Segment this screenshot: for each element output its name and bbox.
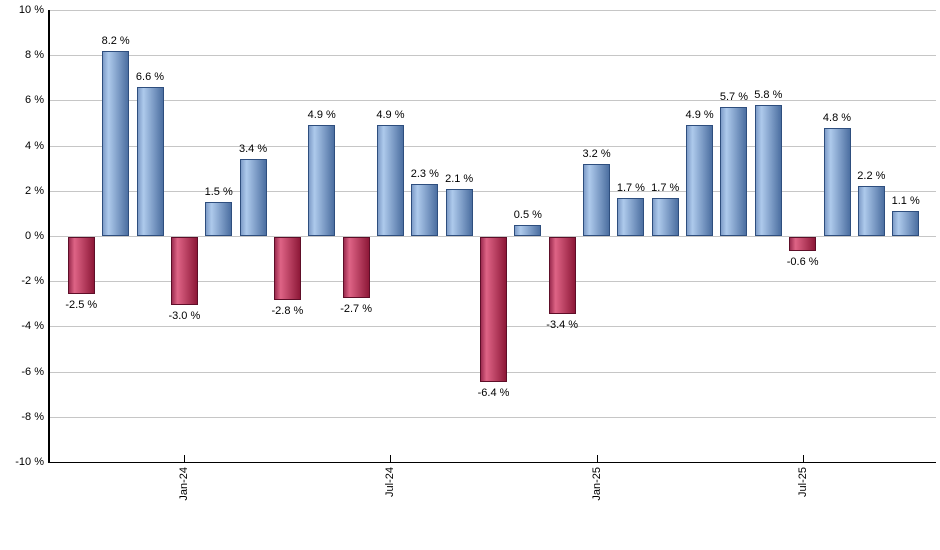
bar-value-label-Oct-24: -6.4 %	[477, 386, 510, 399]
y-axis-tick-label: 10 %	[18, 4, 44, 16]
bar-Oct-24[interactable]	[480, 237, 507, 382]
bar-Jul-25[interactable]	[789, 237, 817, 251]
bar-value-label-Apr-25: 4.9 %	[685, 109, 714, 122]
y-axis-tick-label: 8 %	[25, 49, 44, 62]
bar-Sep-25[interactable]	[857, 186, 885, 236]
bar-value-label-Dec-24: -3.4 %	[546, 318, 579, 331]
y-axis-tick-label: 6 %	[25, 94, 44, 107]
bar-Jun-25[interactable]	[754, 104, 782, 236]
bar-Dec-23[interactable]	[136, 86, 164, 236]
bar-Feb-25[interactable]	[617, 197, 645, 236]
bar-Mar-24[interactable]	[239, 159, 267, 236]
bar-Aug-24[interactable]	[411, 184, 439, 236]
x-axis-tick	[802, 455, 804, 462]
bar-Aug-25[interactable]	[823, 127, 851, 236]
y-axis-tick-label: 4 %	[25, 139, 44, 152]
x-axis-tick-label-Jan-25: Jan-25	[590, 467, 603, 501]
y-axis-tick-label: -4 %	[21, 320, 44, 333]
x-axis-line	[48, 462, 936, 463]
bar-value-label-Jul-25: -0.6 %	[786, 255, 819, 268]
bar-Apr-25[interactable]	[686, 125, 714, 236]
bar-Feb-24[interactable]	[205, 202, 233, 236]
bar-Nov-23[interactable]	[102, 50, 130, 236]
bar-value-label-Nov-23: 8.2 %	[101, 34, 130, 47]
x-axis-tick-label-Jan-24: Jan-24	[178, 467, 191, 501]
bar-Mar-25[interactable]	[651, 197, 679, 236]
y-axis-line	[48, 10, 50, 462]
bar-Sep-24[interactable]	[445, 188, 473, 236]
bar-value-label-Aug-25: 4.8 %	[822, 111, 852, 124]
bar-value-label-Sep-24: 2.1 %	[445, 172, 474, 185]
bar-value-label-Oct-25: 1.1 %	[891, 195, 920, 208]
bar-value-label-Jan-24: -3.0 %	[168, 309, 201, 322]
bar-value-label-Sep-25: 2.2 %	[857, 170, 886, 183]
bar-value-label-Mar-25: 1.7 %	[651, 181, 680, 194]
bar-value-label-Jun-24: -2.7 %	[340, 303, 372, 316]
y-axis-tick-label: 0 %	[25, 230, 44, 242]
bar-value-label-Jun-25: 5.8 %	[754, 88, 783, 101]
bar-Jan-25[interactable]	[583, 163, 611, 236]
bar-value-label-Dec-23: 6.6 %	[135, 70, 165, 83]
bar-Apr-24[interactable]	[273, 237, 301, 301]
x-axis-tick	[596, 455, 598, 462]
gridline-y-2	[49, 190, 936, 192]
bar-Dec-24[interactable]	[548, 237, 576, 314]
bar-value-label-May-25: 5.7 %	[719, 91, 749, 104]
y-axis-tick-label: -8 %	[21, 410, 44, 423]
bar-Oct-25[interactable]	[892, 211, 920, 236]
y-axis-tick-label: -10 %	[15, 456, 44, 468]
bar-May-25[interactable]	[720, 107, 748, 236]
y-axis-tick-label: -2 %	[21, 275, 44, 288]
bar-value-label-Feb-25: 1.7 %	[616, 181, 645, 194]
bar-Nov-24[interactable]	[514, 224, 542, 236]
bar-value-label-Jul-24: 4.9 %	[376, 109, 405, 122]
bar-value-label-May-24: 4.9 %	[307, 109, 336, 122]
bar-value-label-Feb-24: 1.5 %	[204, 186, 233, 199]
bar-Jul-24[interactable]	[376, 125, 404, 236]
gridline-y-0	[49, 236, 936, 237]
bar-value-label-Apr-24: -2.8 %	[271, 305, 304, 318]
x-axis-tick	[390, 455, 392, 462]
gridline-y-8	[49, 55, 936, 57]
bar-value-label-Aug-24: 2.3 %	[410, 168, 439, 181]
bar-value-label-Oct-23: -2.5 %	[65, 298, 98, 311]
gridline-y-4	[49, 145, 936, 147]
bar-value-label-Jan-25: 3.2 %	[582, 147, 611, 160]
gridline-y-6	[49, 100, 936, 102]
y-axis-tick-label: 2 %	[25, 184, 44, 197]
x-axis-tick	[184, 455, 186, 462]
bar-value-label-Nov-24: 0.5 %	[513, 208, 542, 221]
bar-value-label-Mar-24: 3.4 %	[238, 143, 268, 156]
y-axis-tick-label: -6 %	[21, 365, 44, 378]
gridline-y-10	[49, 10, 936, 11]
x-axis-tick-label-Jul-25: Jul-25	[796, 467, 809, 497]
gridline-y--8	[49, 416, 936, 418]
bar-Jan-24[interactable]	[170, 237, 198, 305]
bar-Jun-24[interactable]	[342, 237, 370, 299]
bar-Oct-23[interactable]	[67, 237, 95, 294]
bar-May-24[interactable]	[308, 125, 336, 236]
x-axis-tick-label-Jul-24: Jul-24	[384, 467, 397, 497]
